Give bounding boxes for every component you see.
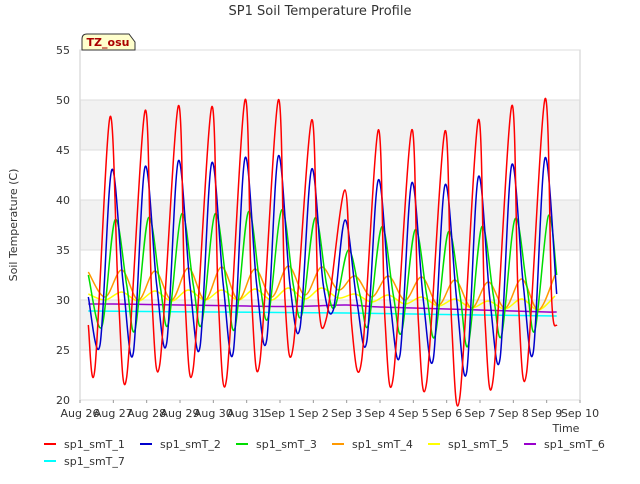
y-axis-ticks: 20 25 30 35 40 45 50 55 xyxy=(56,44,70,407)
x-tick-label: Sep 10 xyxy=(561,407,599,420)
x-tick-label: Aug 26 xyxy=(61,407,100,420)
legend-label-sp1_smT_6: sp1_smT_6 xyxy=(544,438,605,451)
x-tick-label: Sep 2 xyxy=(298,407,329,420)
x-tick-label: Sep 9 xyxy=(531,407,562,420)
annotation-badge: TZ_osu xyxy=(81,33,136,51)
annotation-text: TZ_osu xyxy=(87,36,130,49)
x-tick-label: Aug 31 xyxy=(227,407,266,420)
x-tick-label: Aug 27 xyxy=(94,407,133,420)
legend-label-sp1_smT_5: sp1_smT_5 xyxy=(448,438,509,451)
x-tick-label: Sep 3 xyxy=(331,407,362,420)
x-tick-label: Aug 29 xyxy=(161,407,200,420)
plot-band xyxy=(80,200,580,250)
series-line-sp1_smT_7 xyxy=(88,310,557,317)
annotation-box xyxy=(81,33,136,51)
x-tick-label: Sep 7 xyxy=(464,407,495,420)
plot-bands xyxy=(80,100,580,350)
legend-label-sp1_smT_1: sp1_smT_1 xyxy=(64,438,125,451)
y-tick-label: 30 xyxy=(56,294,70,307)
legend-label-sp1_smT_3: sp1_smT_3 xyxy=(256,438,317,451)
series-line-sp1_smT_1 xyxy=(87,98,558,407)
y-tick-label: 45 xyxy=(56,144,70,157)
y-tick-label: 55 xyxy=(56,44,70,57)
series-lines xyxy=(87,98,558,407)
y-tick-label: 25 xyxy=(56,344,70,357)
y-tick-label: 35 xyxy=(56,244,70,257)
x-axis-label: Time xyxy=(552,422,580,435)
legend-label-sp1_smT_4: sp1_smT_4 xyxy=(352,438,413,451)
x-tick-label: Sep 1 xyxy=(264,407,295,420)
x-tick-label: Sep 6 xyxy=(431,407,462,420)
y-tick-label: 40 xyxy=(56,194,70,207)
x-tick-label: Sep 8 xyxy=(498,407,529,420)
x-tick-label: Aug 28 xyxy=(127,407,166,420)
series-line-sp1_smT_5 xyxy=(88,287,556,311)
plot-band xyxy=(80,100,580,150)
chart-title: SP1 Soil Temperature Profile xyxy=(229,4,412,19)
legend: sp1_smT_1 sp1_smT_2 sp1_smT_3 sp1_smT_4 sp1_… xyxy=(44,438,605,468)
x-tick-label: Aug 30 xyxy=(194,407,233,420)
y-axis-label: Soil Temperature (C) xyxy=(7,169,20,282)
legend-label-sp1_smT_7: sp1_smT_7 xyxy=(64,455,125,468)
y-tick-label: 50 xyxy=(56,94,70,107)
y-tick-label: 20 xyxy=(56,394,70,407)
legend-label-sp1_smT_2: sp1_smT_2 xyxy=(160,438,221,451)
x-tick-label: Sep 5 xyxy=(398,407,429,420)
x-tick-label: Sep 4 xyxy=(364,407,395,420)
